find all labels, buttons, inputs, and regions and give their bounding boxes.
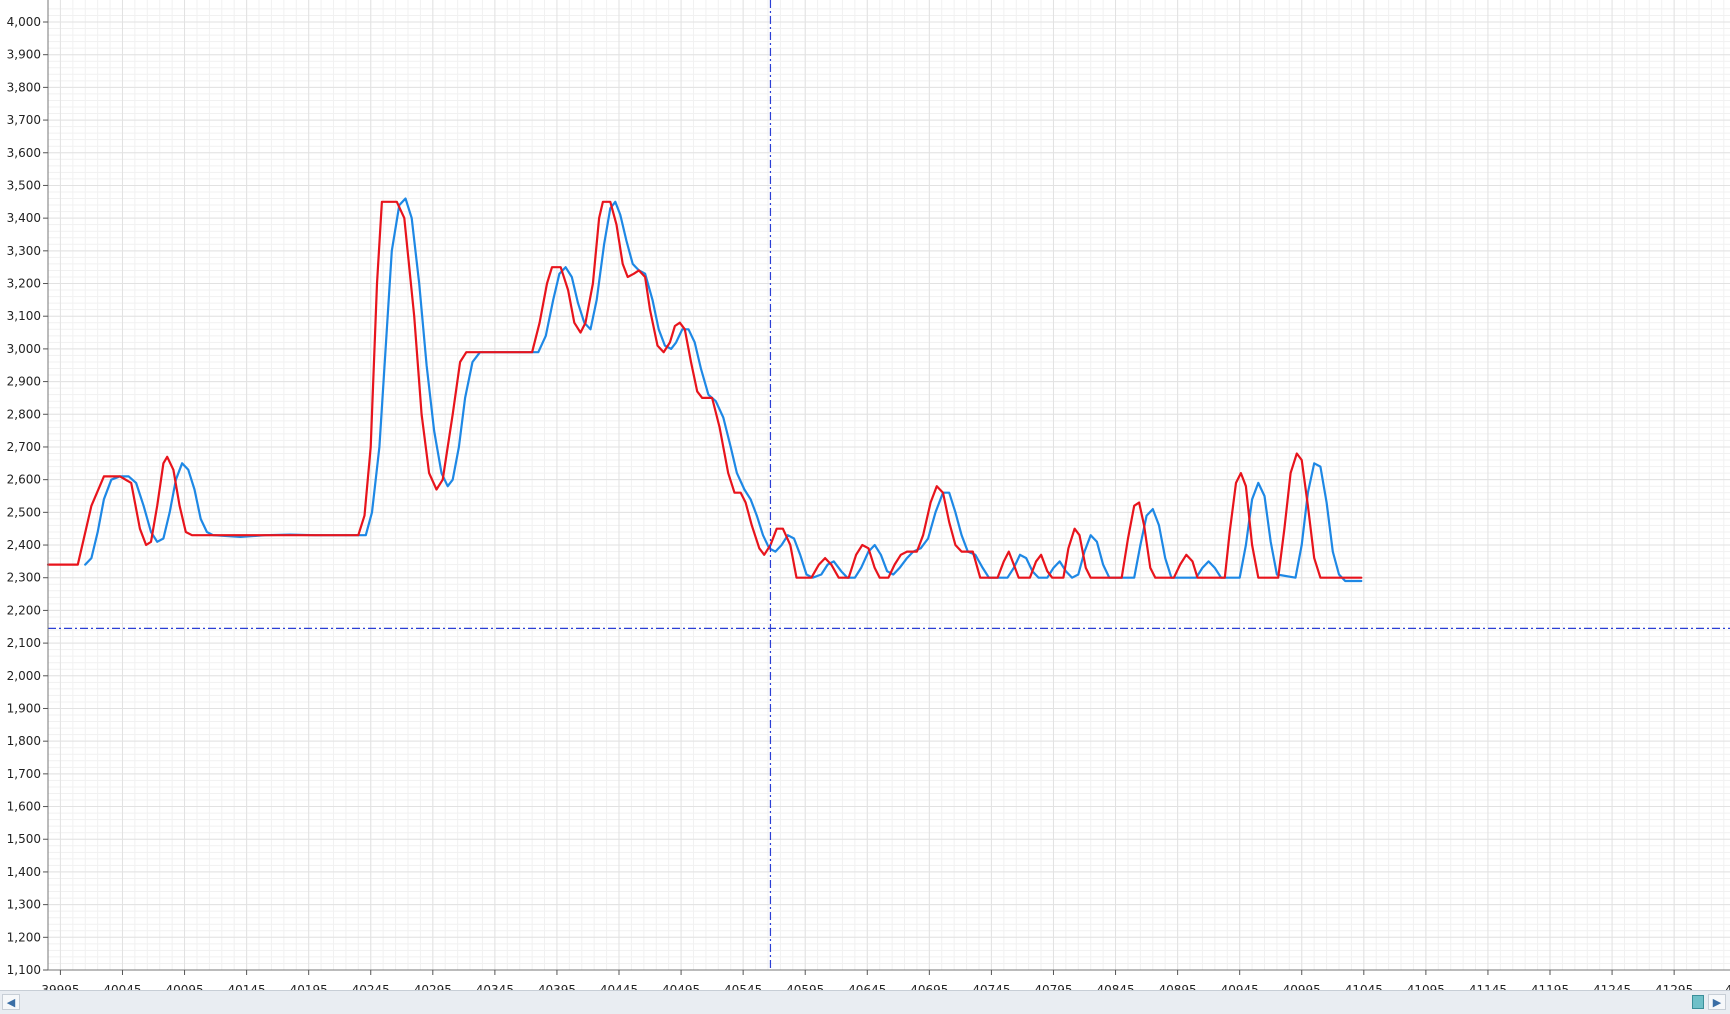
y-tick-label: 3,500 [7, 178, 41, 192]
x-tick-label: 40395 [538, 983, 576, 990]
x-tick-label: 41045 [1345, 983, 1383, 990]
x-tick-label: 41195 [1531, 983, 1569, 990]
y-tick-label: 1,900 [7, 701, 41, 715]
x-tick-label: 40095 [165, 983, 203, 990]
x-tick-label: 40245 [352, 983, 390, 990]
x-tick-label: 40295 [414, 983, 452, 990]
x-tick-label: 40495 [662, 983, 700, 990]
x-tick-label: 41145 [1469, 983, 1507, 990]
y-tick-label: 2,800 [7, 407, 41, 421]
x-tick-label: 413 [1725, 983, 1730, 990]
y-tick-label: 2,400 [7, 538, 41, 552]
line-chart: 1,100 1,200 1,300 1,400 1,500 1,600 1,700 1,800… [7, 0, 1730, 990]
x-tick-label: 40745 [972, 983, 1010, 990]
x-tick-label: 41095 [1407, 983, 1445, 990]
y-tick-label: 1,400 [7, 865, 41, 879]
scroll-right-button[interactable]: ▶ [1708, 994, 1726, 1010]
x-tick-label: 40795 [1034, 983, 1072, 990]
series-line-blue [84, 197, 1363, 583]
major-grid [48, 0, 1730, 971]
x-tick-label: 40945 [1221, 983, 1259, 990]
y-tick-label: 2,900 [7, 375, 41, 389]
x-tick-label: 40845 [1096, 983, 1134, 990]
y-tick-label: 1,300 [7, 898, 41, 912]
x-tick-label: 41245 [1593, 983, 1631, 990]
scroll-left-button[interactable]: ◀ [2, 994, 20, 1010]
y-tick-label: 2,600 [7, 473, 41, 487]
x-tick-label: 40445 [600, 983, 638, 990]
y-tick-label: 1,100 [7, 963, 41, 977]
x-tick-label: 40545 [724, 983, 762, 990]
series-layer [46, 197, 1363, 583]
minor-grid [47, 0, 1730, 971]
y-tick-label: 2,300 [7, 571, 41, 585]
y-tick-label: 1,600 [7, 800, 41, 814]
scroll-thumb[interactable] [1692, 995, 1704, 1009]
x-tick-label: 41295 [1655, 983, 1693, 990]
x-tick-label: 39995 [41, 983, 79, 990]
x-axis-ticks: 39995 40045 40095 40145 40195 40245 40295 40345… [41, 970, 1730, 990]
y-tick-label: 3,900 [7, 48, 41, 62]
horizontal-scrollbar[interactable]: ◀ ▶ [0, 990, 1730, 1014]
y-tick-label: 2,100 [7, 636, 41, 650]
y-tick-label: 1,800 [7, 734, 41, 748]
y-axis-ticks: 1,100 1,200 1,300 1,400 1,500 1,600 1,700 1,800… [7, 15, 48, 977]
x-tick-label: 40045 [103, 983, 141, 990]
x-tick-label: 40645 [848, 983, 886, 990]
y-tick-label: 2,200 [7, 603, 41, 617]
x-tick-label: 40345 [476, 983, 514, 990]
y-tick-label: 3,300 [7, 244, 41, 258]
y-tick-label: 3,200 [7, 277, 41, 291]
crosshair [48, 0, 1730, 970]
x-tick-label: 40895 [1159, 983, 1197, 990]
x-tick-label: 40195 [290, 983, 328, 990]
y-tick-label: 3,000 [7, 342, 41, 356]
x-tick-label: 40145 [228, 983, 266, 990]
y-tick-label: 3,700 [7, 113, 41, 127]
x-tick-label: 40695 [910, 983, 948, 990]
y-tick-label: 3,600 [7, 146, 41, 160]
y-tick-label: 1,500 [7, 832, 41, 846]
y-tick-label: 3,400 [7, 211, 41, 225]
x-tick-label: 40995 [1283, 983, 1321, 990]
y-tick-label: 2,000 [7, 669, 41, 683]
y-tick-label: 1,700 [7, 767, 41, 781]
y-tick-label: 2,500 [7, 505, 41, 519]
y-tick-label: 3,800 [7, 80, 41, 94]
y-tick-label: 4,000 [7, 15, 41, 29]
axes [47, 0, 1730, 971]
y-tick-label: 3,100 [7, 309, 41, 323]
series-line-red [46, 200, 1363, 579]
x-tick-label: 40595 [786, 983, 824, 990]
y-tick-label: 2,700 [7, 440, 41, 454]
y-tick-label: 1,200 [7, 930, 41, 944]
